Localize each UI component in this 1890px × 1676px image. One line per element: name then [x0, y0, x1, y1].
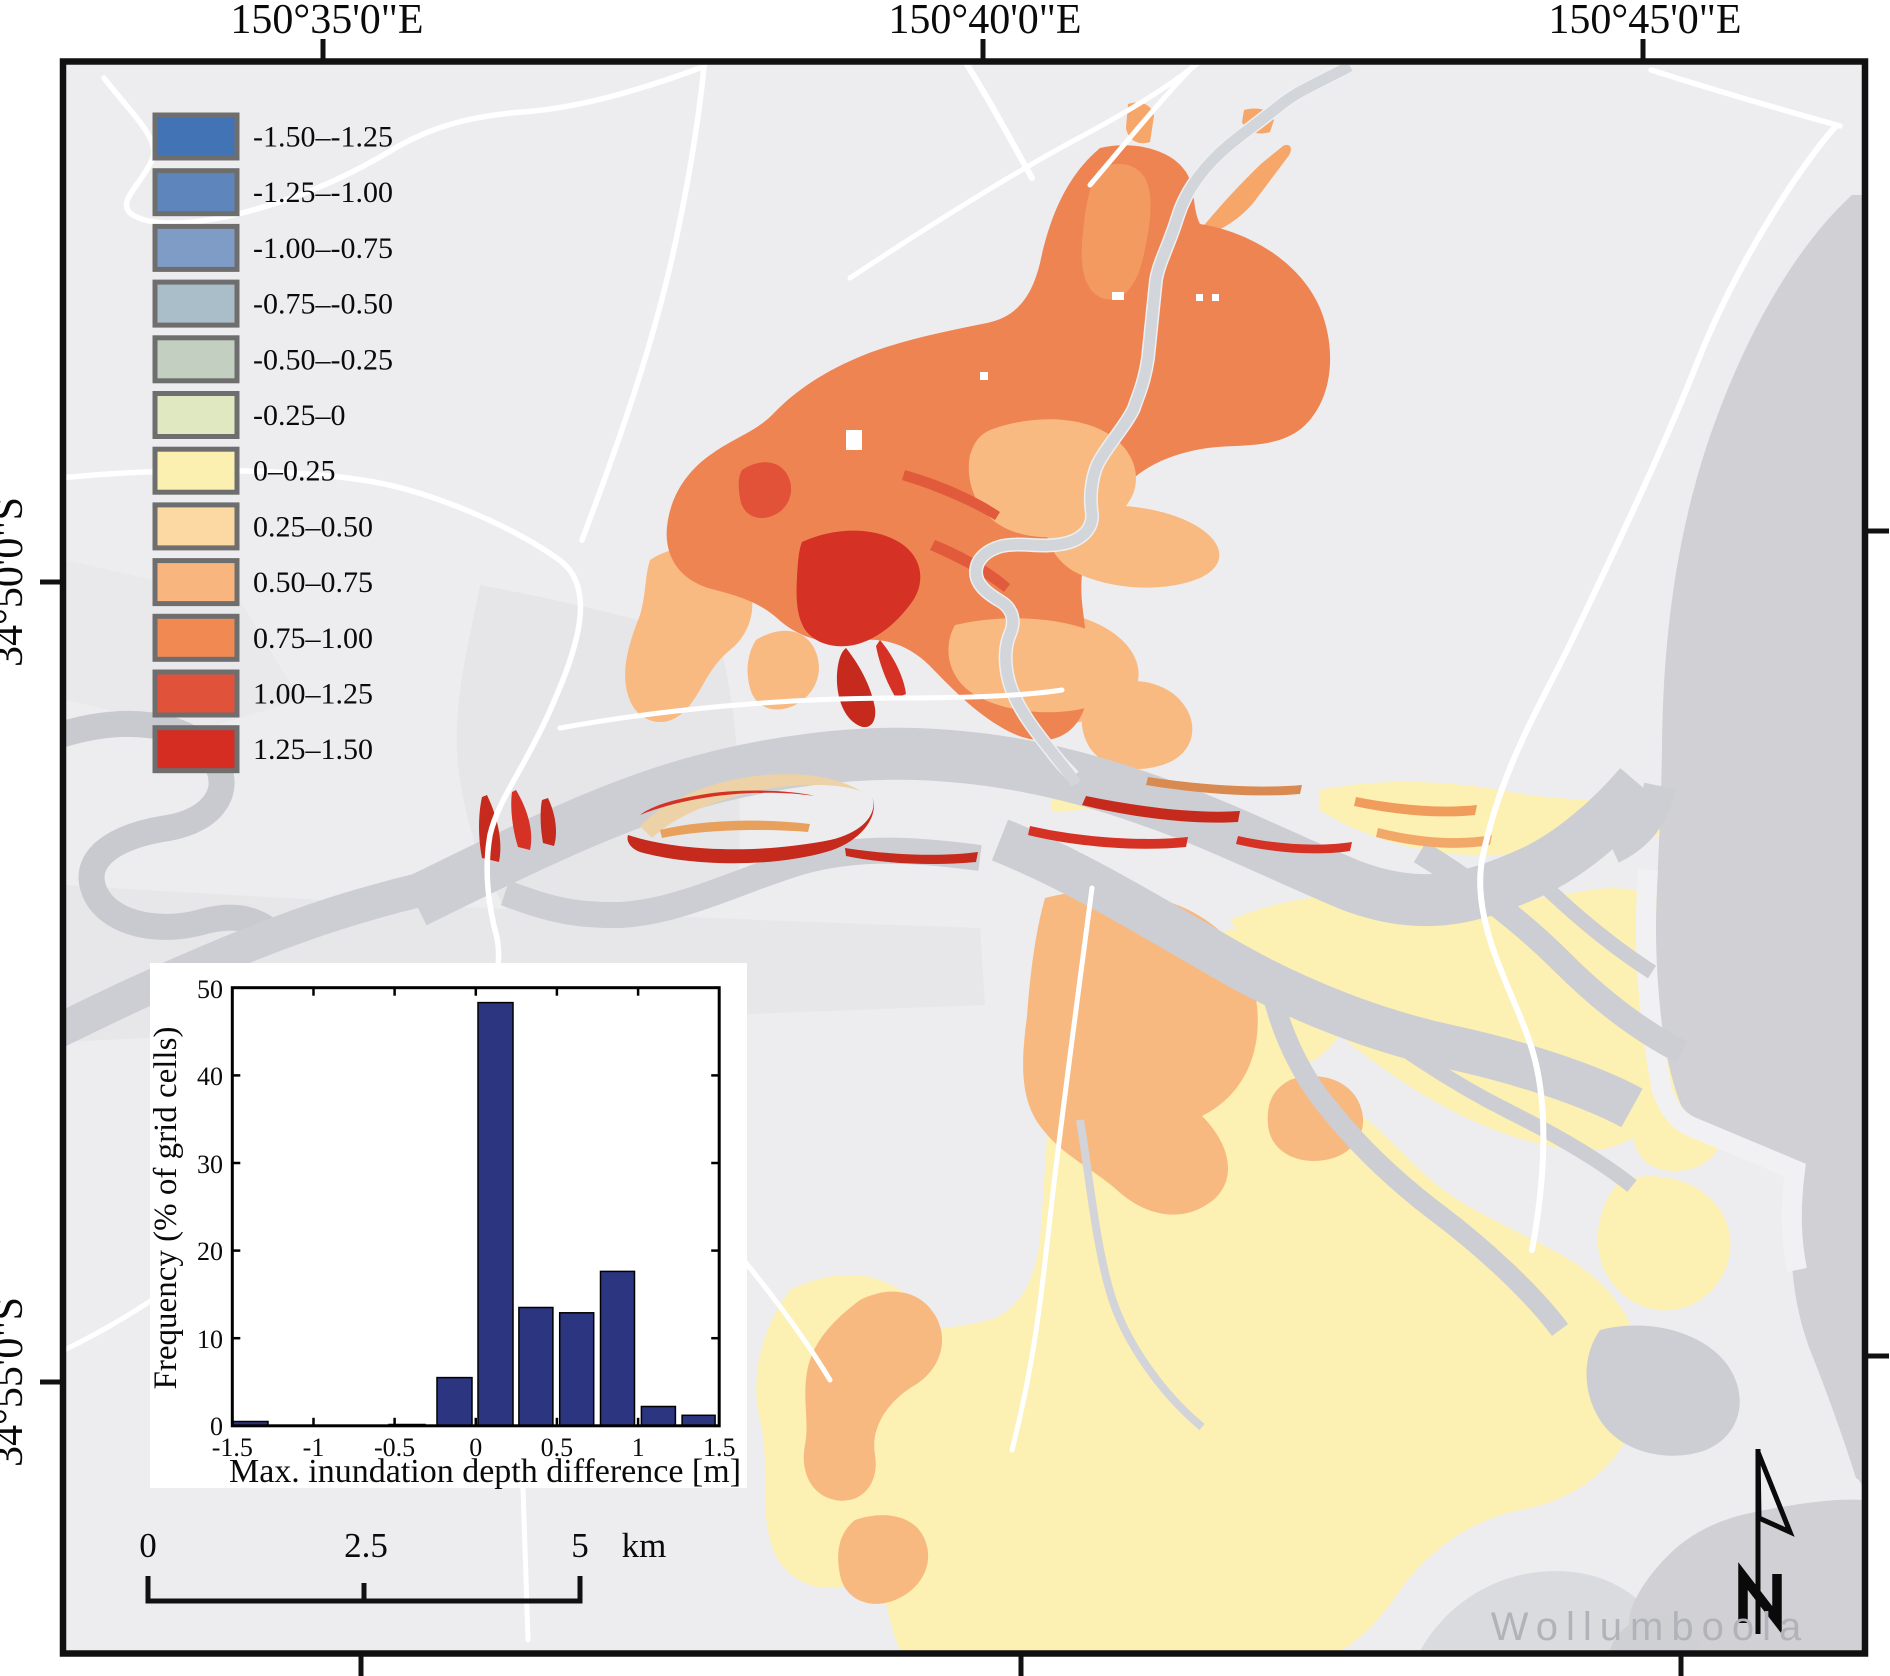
svg-text:34°50'0"S: 34°50'0"S: [0, 497, 32, 667]
svg-text:-1.00–-0.75: -1.00–-0.75: [253, 232, 393, 265]
svg-text:0.75–1.00: 0.75–1.00: [253, 622, 373, 655]
svg-text:34°55'0"S: 34°55'0"S: [0, 1297, 32, 1467]
svg-text:Frequency (% of grid cells): Frequency (% of grid cells): [148, 1027, 184, 1390]
svg-text:0: 0: [210, 1412, 223, 1441]
svg-text:10: 10: [197, 1325, 223, 1354]
svg-text:-0.50–-0.25: -0.50–-0.25: [253, 343, 393, 376]
svg-text:-0.5: -0.5: [374, 1433, 415, 1462]
svg-text:-0.75–-0.50: -0.75–-0.50: [253, 288, 393, 321]
svg-text:0: 0: [469, 1433, 482, 1462]
svg-text:0.50–0.75: 0.50–0.75: [253, 566, 373, 599]
svg-text:-0.25–0: -0.25–0: [253, 399, 346, 432]
svg-text:150°35'0"E: 150°35'0"E: [230, 0, 423, 43]
svg-text:2.5: 2.5: [344, 1526, 388, 1565]
svg-text:km: km: [622, 1526, 667, 1565]
svg-text:-1: -1: [303, 1433, 325, 1462]
svg-text:1: 1: [632, 1433, 645, 1462]
svg-text:1.25–1.50: 1.25–1.50: [253, 733, 373, 766]
svg-text:-1.50–-1.25: -1.50–-1.25: [253, 121, 393, 154]
svg-text:20: 20: [197, 1237, 223, 1266]
svg-text:Wollumboola: Wollumboola: [1491, 1605, 1810, 1649]
svg-text:0–0.25: 0–0.25: [253, 455, 336, 488]
svg-text:-1.5: -1.5: [212, 1433, 253, 1462]
svg-text:150°40'0"E: 150°40'0"E: [888, 0, 1081, 43]
svg-text:40: 40: [197, 1062, 223, 1091]
svg-text:Max. inundation depth differen: Max. inundation depth difference [m]: [229, 1453, 741, 1490]
svg-text:0: 0: [139, 1526, 157, 1565]
svg-text:1.5: 1.5: [703, 1433, 736, 1462]
svg-text:150°45'0"E: 150°45'0"E: [1548, 0, 1741, 43]
svg-text:0.25–0.50: 0.25–0.50: [253, 510, 373, 543]
svg-text:30: 30: [197, 1150, 223, 1179]
svg-text:50: 50: [197, 975, 223, 1004]
svg-text:5: 5: [571, 1526, 589, 1565]
svg-text:-1.25–-1.00: -1.25–-1.00: [253, 176, 393, 209]
svg-text:1.00–1.25: 1.00–1.25: [253, 678, 373, 711]
svg-text:0.5: 0.5: [541, 1433, 574, 1462]
